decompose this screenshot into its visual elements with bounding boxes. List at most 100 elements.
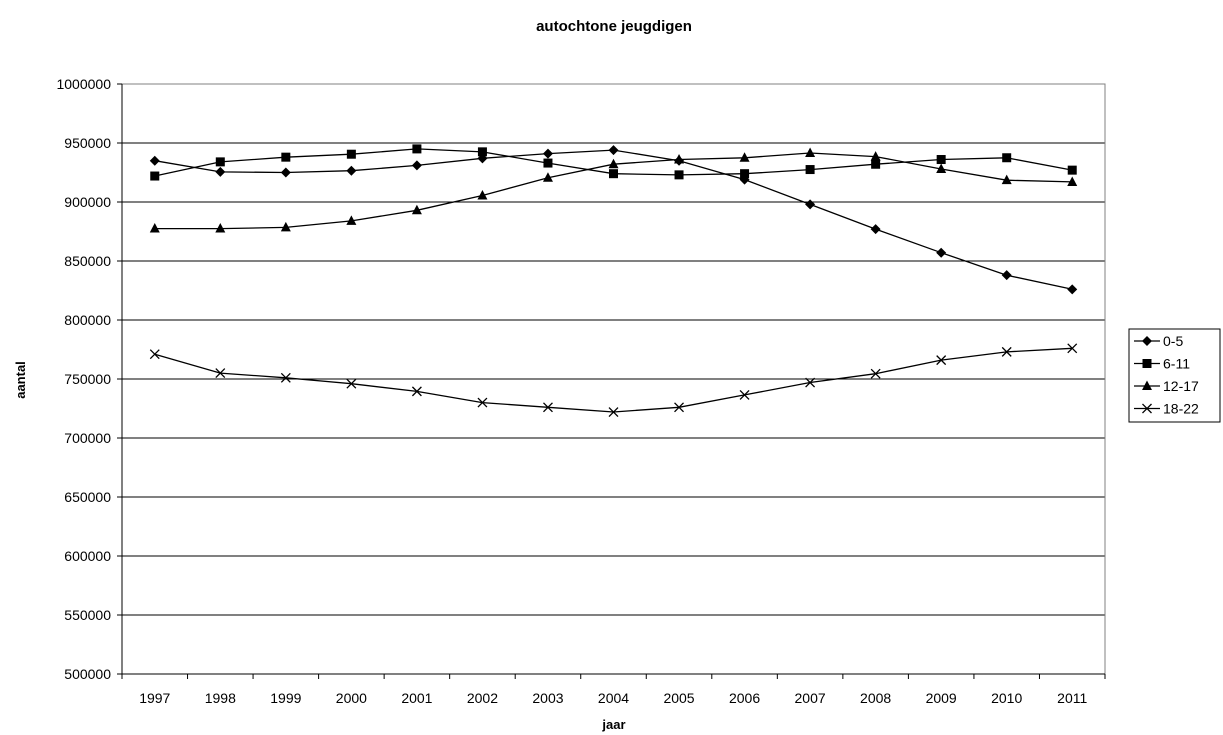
x-marker-stroke [1001, 346, 1012, 357]
series-18-22 [149, 343, 1078, 417]
data-point [280, 167, 291, 178]
legend-marker [1142, 359, 1152, 368]
data-point [674, 402, 684, 413]
data-point [805, 377, 816, 388]
data-point [805, 199, 816, 210]
data-point [1001, 346, 1012, 357]
data-point [1001, 174, 1012, 185]
data-point [870, 224, 881, 235]
y-axis-title: aantal [13, 361, 28, 399]
x-tick-label: 1999 [270, 690, 301, 706]
series-layer [149, 144, 1078, 417]
x-marker-stroke [1067, 343, 1078, 354]
x-marker-stroke [215, 368, 226, 379]
data-point [150, 171, 160, 181]
y-tick-label: 1000000 [56, 76, 111, 92]
data-point [870, 151, 881, 161]
y-tick-label: 500000 [64, 666, 111, 682]
data-point [1067, 343, 1078, 354]
x-tick-label: 2011 [1057, 690, 1087, 706]
data-point [280, 221, 291, 232]
data-point [739, 389, 750, 400]
legend-label: 6-11 [1163, 356, 1190, 372]
x-tick-label: 2005 [663, 690, 694, 706]
legend-label: 0-5 [1163, 333, 1183, 349]
series-6-11 [150, 144, 1077, 181]
legend: 0-5 6-11 12-17 18-22 [1128, 328, 1221, 423]
x-marker-stroke [543, 402, 553, 413]
x-tick-label: 2007 [795, 690, 826, 706]
data-point [412, 144, 422, 154]
x-tick-label: 1997 [139, 690, 170, 706]
x-tick-label: 2003 [532, 690, 563, 706]
legend-item: 12-17 [1134, 378, 1199, 394]
x-marker-stroke [346, 378, 357, 389]
data-point [346, 215, 357, 225]
data-point [740, 169, 750, 179]
y-tick-label: 900000 [64, 194, 111, 210]
data-point [215, 157, 225, 167]
data-point [543, 158, 553, 168]
y-tick-label: 800000 [64, 312, 111, 328]
y-tick-label: 850000 [64, 253, 111, 269]
data-point [411, 204, 422, 215]
y-tick-label: 750000 [64, 371, 111, 387]
x-tick-label: 2001 [401, 690, 432, 706]
x-marker-stroke [674, 402, 684, 413]
data-point [608, 158, 619, 169]
data-point [543, 402, 553, 413]
data-point [281, 152, 291, 162]
x-marker-stroke [149, 349, 160, 360]
y-tick-label: 950000 [64, 135, 111, 151]
data-point [1002, 153, 1012, 163]
data-point [149, 155, 160, 166]
x-marker-stroke [805, 377, 816, 388]
legend-item: 6-11 [1134, 356, 1190, 372]
x-marker-stroke [608, 407, 619, 417]
x-marker-stroke [870, 368, 881, 379]
x-marker-stroke [280, 372, 291, 383]
data-point [542, 172, 553, 182]
x-marker-stroke [739, 389, 750, 400]
data-point [215, 368, 226, 379]
x-tick-label: 2009 [926, 690, 957, 706]
data-point [805, 165, 815, 175]
data-point [609, 169, 618, 179]
x-marker-stroke [1142, 403, 1152, 414]
data-point [542, 148, 553, 159]
legend-label: 12-17 [1163, 378, 1199, 394]
chart-title: autochtone jeugdigen [536, 18, 692, 35]
data-point [149, 349, 160, 360]
data-point [936, 247, 947, 258]
data-point [149, 223, 160, 233]
y-tick-label: 650000 [64, 489, 111, 505]
data-point [215, 166, 226, 177]
data-point [674, 170, 684, 180]
legend-item: 18-22 [1134, 401, 1199, 417]
x-tick-label: 2008 [860, 690, 891, 706]
data-point [871, 159, 881, 169]
data-point [411, 160, 422, 171]
y-tick-label: 700000 [64, 430, 111, 446]
data-point [1067, 284, 1078, 295]
y-tick-label: 600000 [64, 548, 111, 564]
data-point [346, 149, 356, 159]
data-point [608, 407, 619, 417]
data-point [739, 152, 750, 162]
data-point [1067, 165, 1077, 175]
y-axis-ticks: 500000 550000 600000 650000 700000 750000 8000… [56, 76, 122, 682]
series-12-17 [149, 147, 1078, 233]
data-point [1001, 270, 1012, 281]
data-point [674, 154, 685, 164]
data-point [870, 368, 881, 379]
y-tick-label: 550000 [64, 607, 111, 623]
data-point [346, 378, 357, 389]
data-point [411, 386, 422, 397]
data-point [936, 163, 947, 173]
data-point [215, 223, 226, 233]
x-tick-label: 1998 [205, 690, 236, 706]
legend-marker [1142, 403, 1152, 414]
data-point [477, 147, 487, 157]
series-line [154, 347, 1073, 413]
